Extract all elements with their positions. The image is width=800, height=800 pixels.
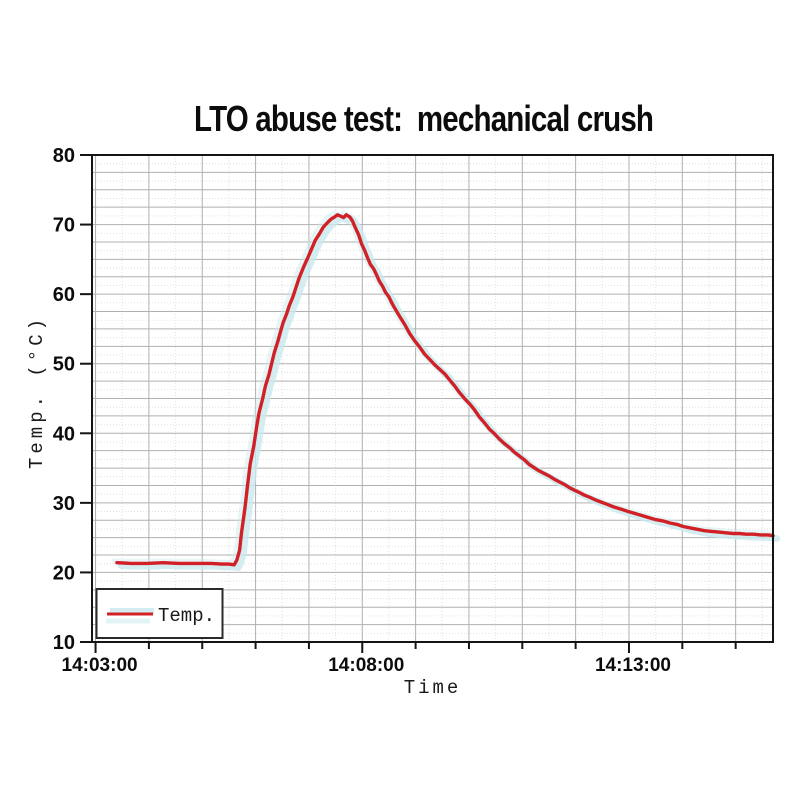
x-tick-label: 14:03:00 — [62, 655, 138, 676]
temp-curve-scan-artifact2 — [111, 210, 773, 566]
y-tick-label: 70 — [53, 215, 75, 237]
y-tick-label: 80 — [53, 145, 75, 167]
temp-curve-scan-artifact — [117, 214, 781, 572]
x-axis-title: Time — [403, 677, 462, 699]
grid-solid — [92, 155, 773, 642]
x-tick-label: 14:13:00 — [595, 655, 671, 676]
legend: Temp. — [95, 588, 224, 639]
legend-label: Temp. — [158, 605, 215, 627]
x-axis-ticks: 14:03:00 14:08:00 14:13:00 — [62, 642, 737, 676]
temp-curve-line — [115, 213, 775, 567]
plot-frame — [91, 154, 774, 643]
grid-dotted — [92, 155, 773, 642]
y-tick-label: 30 — [53, 493, 75, 515]
x-tick-label: 14:08:00 — [328, 655, 404, 676]
y-tick-label: 50 — [53, 354, 75, 376]
y-axis-ticks: 10 20 30 40 50 60 70 80 — [53, 145, 92, 654]
y-tick-label: 20 — [53, 562, 75, 584]
y-tick-label: 10 — [53, 632, 75, 654]
y-tick-label: 40 — [53, 423, 75, 445]
temp-curve — [111, 210, 781, 572]
y-tick-label: 60 — [53, 284, 75, 306]
chart-title: LTO abuse test: mechanical crush — [194, 98, 654, 139]
